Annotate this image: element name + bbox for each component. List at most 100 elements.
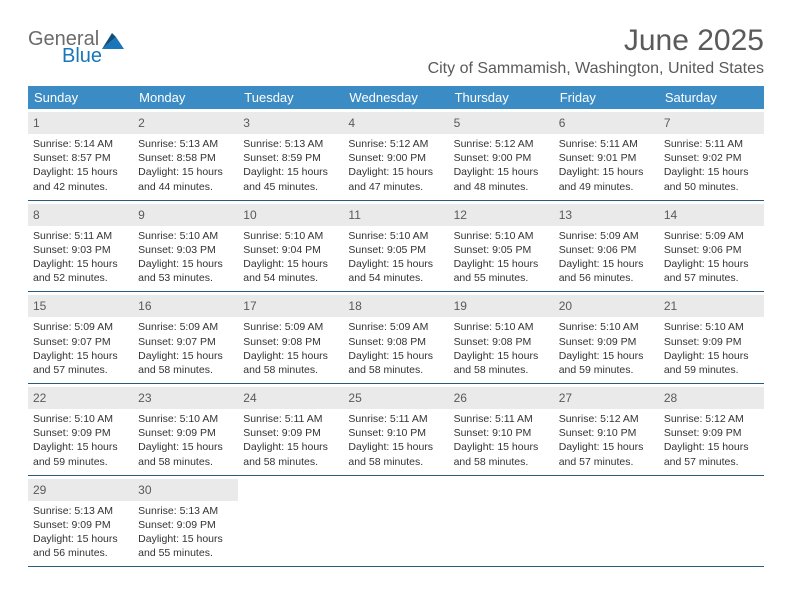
- day-info-line: Sunrise: 5:14 AM: [33, 137, 128, 151]
- day-cell: 10Sunrise: 5:10 AMSunset: 9:04 PMDayligh…: [238, 201, 343, 292]
- day-number-bar: 9: [133, 204, 238, 226]
- day-number-bar: 15: [28, 295, 133, 317]
- day-cell: 16 Sunrise: 5:09 AMSunset: 9:07 PMDayligh…: [133, 292, 238, 383]
- day-info: Sunrise: 5:11 AMSunset: 9:10 PMDaylight:…: [348, 412, 443, 469]
- day-number: 15: [33, 299, 46, 313]
- day-info-line: Daylight: 15 hours: [243, 257, 338, 271]
- day-info-line: and 57 minutes.: [559, 455, 654, 469]
- day-info-line: Daylight: 15 hours: [664, 165, 759, 179]
- day-info-line: and 54 minutes.: [243, 271, 338, 285]
- day-info-line: and 44 minutes.: [138, 180, 233, 194]
- dow-friday: Friday: [554, 86, 659, 109]
- day-info: Sunrise: 5:09 AMSunset: 9:07 PMDaylight:…: [138, 320, 233, 377]
- day-info-line: Sunrise: 5:10 AM: [33, 412, 128, 426]
- month-title: June 2025: [428, 24, 764, 58]
- day-info-line: Daylight: 15 hours: [348, 257, 443, 271]
- day-info-line: Sunset: 9:06 PM: [559, 243, 654, 257]
- day-info-line: Sunrise: 5:09 AM: [664, 229, 759, 243]
- day-info: Sunrise: 5:09 AMSunset: 9:08 PMDaylight:…: [243, 320, 338, 377]
- day-info: Sunrise: 5:10 AMSunset: 9:05 PMDaylight:…: [348, 229, 443, 286]
- day-info-line: Sunrise: 5:12 AM: [559, 412, 654, 426]
- day-info-line: Sunset: 9:03 PM: [138, 243, 233, 257]
- day-number: 17: [243, 299, 256, 313]
- day-number: 6: [559, 116, 566, 130]
- day-number: 23: [138, 391, 151, 405]
- day-number: 30: [138, 483, 151, 497]
- day-info-line: Sunset: 8:57 PM: [33, 151, 128, 165]
- day-info: Sunrise: 5:10 AMSunset: 9:05 PMDaylight:…: [454, 229, 549, 286]
- day-info-line: Daylight: 15 hours: [454, 257, 549, 271]
- day-number: 20: [559, 299, 572, 313]
- empty-cell: [238, 476, 343, 567]
- day-info: Sunrise: 5:11 AMSunset: 9:02 PMDaylight:…: [664, 137, 759, 194]
- day-cell: 8Sunrise: 5:11 AMSunset: 9:03 PMDaylight…: [28, 201, 133, 292]
- day-info-line: Sunset: 9:09 PM: [138, 426, 233, 440]
- day-info-line: Sunset: 9:05 PM: [454, 243, 549, 257]
- day-info-line: Daylight: 15 hours: [138, 440, 233, 454]
- day-info-line: Sunset: 9:09 PM: [138, 518, 233, 532]
- day-number: 4: [348, 116, 355, 130]
- day-cell: 26Sunrise: 5:11 AMSunset: 9:10 PMDayligh…: [449, 384, 554, 475]
- day-info-line: Sunrise: 5:09 AM: [559, 229, 654, 243]
- day-info: Sunrise: 5:10 AMSunset: 9:08 PMDaylight:…: [454, 320, 549, 377]
- day-cell: 21Sunrise: 5:10 AMSunset: 9:09 PMDayligh…: [659, 292, 764, 383]
- day-info-line: Daylight: 15 hours: [559, 440, 654, 454]
- day-cell: 29Sunrise: 5:13 AMSunset: 9:09 PMDayligh…: [28, 476, 133, 567]
- day-info-line: Sunrise: 5:10 AM: [348, 229, 443, 243]
- day-info-line: and 56 minutes.: [33, 546, 128, 560]
- day-info-line: Sunrise: 5:12 AM: [454, 137, 549, 151]
- day-number-bar: 6: [554, 112, 659, 134]
- day-info-line: Daylight: 15 hours: [33, 165, 128, 179]
- day-info-line: Daylight: 15 hours: [138, 349, 233, 363]
- day-number-bar: 16: [133, 295, 238, 317]
- empty-cell: [449, 476, 554, 567]
- day-info-line: and 57 minutes.: [664, 271, 759, 285]
- day-number: 22: [33, 391, 46, 405]
- day-info: Sunrise: 5:13 AMSunset: 8:59 PMDaylight:…: [243, 137, 338, 194]
- day-number-bar: 8: [28, 204, 133, 226]
- day-info-line: Sunrise: 5:09 AM: [348, 320, 443, 334]
- day-info-line: Sunset: 9:10 PM: [559, 426, 654, 440]
- day-info-line: and 59 minutes.: [559, 363, 654, 377]
- day-info-line: Sunset: 9:04 PM: [243, 243, 338, 257]
- day-info-line: Sunset: 9:10 PM: [454, 426, 549, 440]
- day-info-line: Sunset: 9:09 PM: [559, 335, 654, 349]
- day-number: 25: [348, 391, 361, 405]
- day-info-line: Daylight: 15 hours: [138, 532, 233, 546]
- day-info-line: and 57 minutes.: [664, 455, 759, 469]
- day-info-line: Sunrise: 5:10 AM: [559, 320, 654, 334]
- day-info-line: Sunrise: 5:10 AM: [138, 229, 233, 243]
- day-info-line: Sunset: 9:08 PM: [454, 335, 549, 349]
- day-number-bar: 19: [449, 295, 554, 317]
- day-cell: 20 Sunrise: 5:10 AMSunset: 9:09 PMDayligh…: [554, 292, 659, 383]
- day-info-line: and 42 minutes.: [33, 180, 128, 194]
- dow-saturday: Saturday: [659, 86, 764, 109]
- day-info-line: and 58 minutes.: [348, 455, 443, 469]
- day-number: 13: [559, 208, 572, 222]
- day-cell: 6Sunrise: 5:11 AMSunset: 9:01 PMDaylight…: [554, 109, 659, 200]
- day-cell: 14Sunrise: 5:09 AMSunset: 9:06 PMDayligh…: [659, 201, 764, 292]
- day-number-bar: 17: [238, 295, 343, 317]
- day-info-line: Sunset: 9:09 PM: [33, 518, 128, 532]
- day-info-line: Sunrise: 5:13 AM: [243, 137, 338, 151]
- day-cell: 13Sunrise: 5:09 AMSunset: 9:06 PMDayligh…: [554, 201, 659, 292]
- day-info-line: Sunset: 9:09 PM: [664, 335, 759, 349]
- day-info: Sunrise: 5:10 AMSunset: 9:09 PMDaylight:…: [559, 320, 654, 377]
- day-info: Sunrise: 5:10 AMSunset: 9:09 PMDaylight:…: [138, 412, 233, 469]
- empty-cell: [659, 476, 764, 567]
- day-number-bar: 23: [133, 387, 238, 409]
- day-info-line: Sunrise: 5:11 AM: [559, 137, 654, 151]
- day-info-line: Daylight: 15 hours: [243, 165, 338, 179]
- day-number-bar: 26: [449, 387, 554, 409]
- day-info-line: and 58 minutes.: [348, 363, 443, 377]
- location-subtitle: City of Sammamish, Washington, United St…: [428, 60, 764, 78]
- day-info-line: Daylight: 15 hours: [454, 165, 549, 179]
- day-info-line: and 47 minutes.: [348, 180, 443, 194]
- day-info: Sunrise: 5:09 AMSunset: 9:06 PMDaylight:…: [664, 229, 759, 286]
- day-info: Sunrise: 5:09 AMSunset: 9:08 PMDaylight:…: [348, 320, 443, 377]
- day-number-bar: 28: [659, 387, 764, 409]
- day-number-bar: 5: [449, 112, 554, 134]
- calendar-page: General Blue June 2025 City of Sammamish…: [0, 0, 792, 567]
- day-info-line: Sunrise: 5:12 AM: [664, 412, 759, 426]
- day-info-line: Sunrise: 5:10 AM: [664, 320, 759, 334]
